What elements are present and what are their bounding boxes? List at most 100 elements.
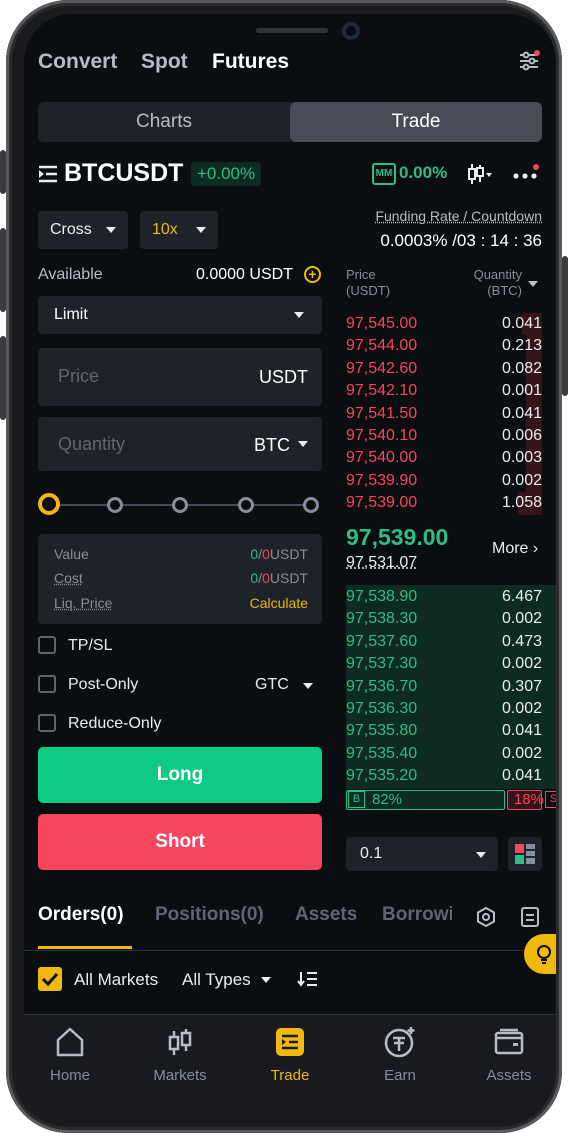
app-screen: Convert Spot Futures Charts Trade BTCUSD…: [24, 14, 556, 1119]
buy-ratio-fill: [346, 790, 505, 810]
tabbar-assets[interactable]: Assets: [464, 1025, 554, 1084]
ask-row[interactable]: 97,540.10 0.006: [346, 425, 556, 448]
cost-amount: 0/0USDT: [250, 570, 308, 586]
transfer-add-icon[interactable]: +: [304, 266, 321, 283]
nav-spot[interactable]: Spot: [141, 50, 188, 73]
ask-row[interactable]: 97,542.60 0.082: [346, 357, 556, 381]
price-input[interactable]: Price USDT: [38, 348, 322, 406]
bid-row[interactable]: 97,536.30 0.002: [346, 698, 556, 720]
tabbar-trade[interactable]: Trade: [245, 1025, 335, 1084]
chevron-down-icon: [261, 977, 271, 983]
slider-step-25[interactable]: [107, 497, 123, 513]
mm-badge[interactable]: MM: [372, 163, 396, 185]
more-link[interactable]: More ›: [492, 540, 538, 558]
margin-mode-select[interactable]: Cross: [38, 211, 128, 249]
view-segment: Charts Trade: [38, 102, 542, 142]
bid-price: 97,535.20: [346, 767, 418, 785]
sort-icon[interactable]: [297, 970, 319, 988]
ask-price: 97,540.00: [346, 449, 418, 467]
reduce-only-checkbox[interactable]: [38, 714, 56, 732]
ask-quantity: 0.041: [501, 315, 542, 332]
long-button[interactable]: Long: [38, 747, 322, 803]
orderbook-layout-button[interactable]: [508, 837, 542, 871]
precision-select[interactable]: 0.1: [346, 837, 498, 871]
ask-price: 97,545.00: [346, 315, 418, 332]
ask-price: 97,544.00: [346, 337, 418, 355]
menu-drawer-icon[interactable]: [38, 164, 58, 184]
tab-borrow[interactable]: Borrowi: [382, 904, 452, 925]
leverage-select[interactable]: 10x: [140, 211, 218, 249]
buy-percent: 82%: [372, 791, 403, 808]
liq-price-label[interactable]: Liq. Price: [54, 595, 113, 611]
ask-row[interactable]: 97,545.00 0.041: [346, 313, 556, 336]
bid-row[interactable]: 97,535.80 0.041: [346, 720, 556, 742]
nav-convert[interactable]: Convert: [38, 50, 118, 73]
more-options-icon[interactable]: [512, 164, 542, 186]
bottom-tab-bar: Home Markets Trade Earn Assets: [24, 1014, 556, 1119]
ask-row[interactable]: 97,539.90 0.002: [346, 469, 556, 493]
bid-row[interactable]: 97,537.60 0.473: [346, 631, 556, 653]
bid-row[interactable]: 97,536.70 0.307: [346, 676, 556, 698]
order-type-select[interactable]: Limit: [38, 296, 322, 334]
bid-row[interactable]: 97,537.30 0.002: [346, 653, 556, 675]
order-history-icon[interactable]: [520, 906, 540, 928]
bid-quantity: 0.002: [501, 700, 542, 717]
chevron-down-icon: [196, 226, 207, 233]
tabbar-earn[interactable]: Earn: [355, 1025, 445, 1084]
ob-qty-header[interactable]: Quantity (BTC): [474, 267, 522, 299]
tab-positions[interactable]: Positions(0): [155, 904, 264, 925]
symbol-name[interactable]: BTCUSDT: [64, 159, 184, 187]
tab-charts[interactable]: Charts: [136, 111, 192, 132]
bid-price: 97,537.60: [346, 632, 418, 650]
tif-select[interactable]: GTC: [255, 676, 289, 693]
tabbar-home[interactable]: Home: [25, 1025, 115, 1084]
bid-row[interactable]: 97,538.30 0.002: [346, 608, 556, 630]
assistant-bulb-button[interactable]: [524, 934, 556, 974]
settings-hex-icon[interactable]: [475, 906, 497, 928]
bid-row[interactable]: 97,538.90 6.467: [346, 586, 556, 608]
slider-step-75[interactable]: [238, 497, 254, 513]
lightbulb-icon: [537, 945, 551, 964]
ask-depth-bar: [526, 469, 542, 493]
bid-row[interactable]: 97,535.40 0.002: [346, 743, 556, 765]
mark-price[interactable]: 97,531.07: [346, 554, 418, 571]
bid-row[interactable]: 97,535.20 0.041: [346, 765, 556, 787]
tabbar-markets[interactable]: Markets: [135, 1025, 225, 1084]
calculate-link[interactable]: Calculate: [249, 595, 308, 611]
all-markets-checkbox[interactable]: [38, 967, 62, 991]
short-button[interactable]: Short: [38, 814, 322, 870]
ask-row[interactable]: 97,544.00 0.213: [346, 335, 556, 358]
bid-quantity: 0.041: [501, 767, 542, 785]
funding-label[interactable]: Funding Rate / Countdown: [375, 208, 542, 224]
ask-row[interactable]: 97,540.00 0.003: [346, 447, 556, 470]
slider-step-50[interactable]: [172, 497, 188, 513]
slider-step-100[interactable]: [303, 497, 319, 513]
ask-row[interactable]: 97,542.10 0.001: [346, 380, 556, 403]
amount-slider-handle[interactable]: [38, 493, 60, 515]
ask-row[interactable]: 97,539.00 1.058: [346, 492, 556, 515]
front-camera: [342, 22, 360, 40]
chevron-down-icon: [294, 312, 304, 318]
candlestick-icon[interactable]: [466, 162, 494, 186]
tab-trade[interactable]: Trade: [290, 102, 542, 142]
chevron-down-icon: [528, 281, 538, 287]
ask-price: 97,542.60: [346, 359, 418, 377]
bid-quantity: 0.002: [501, 744, 542, 762]
bid-quantity: 6.467: [501, 588, 542, 605]
bid-price: 97,536.70: [346, 677, 418, 695]
post-only-checkbox[interactable]: [38, 675, 56, 693]
markets-candles-icon: [163, 1025, 197, 1059]
all-types-select[interactable]: All Types: [182, 970, 251, 989]
bid-price: 97,538.30: [346, 610, 418, 628]
ask-depth-bar: [526, 380, 542, 403]
tab-orders[interactable]: Orders(0): [38, 904, 124, 925]
ask-row[interactable]: 97,541.50 0.041: [346, 402, 556, 425]
cost-label[interactable]: Cost: [54, 570, 83, 586]
bid-price: 97,535.80: [346, 722, 418, 740]
tab-assets[interactable]: Assets: [295, 904, 358, 925]
settings-sliders-icon[interactable]: [518, 50, 540, 72]
tpsl-checkbox[interactable]: [38, 636, 56, 654]
quantity-input[interactable]: Quantity BTC: [38, 417, 322, 471]
nav-futures[interactable]: Futures: [212, 50, 290, 73]
quantity-unit-select[interactable]: BTC: [254, 435, 290, 455]
